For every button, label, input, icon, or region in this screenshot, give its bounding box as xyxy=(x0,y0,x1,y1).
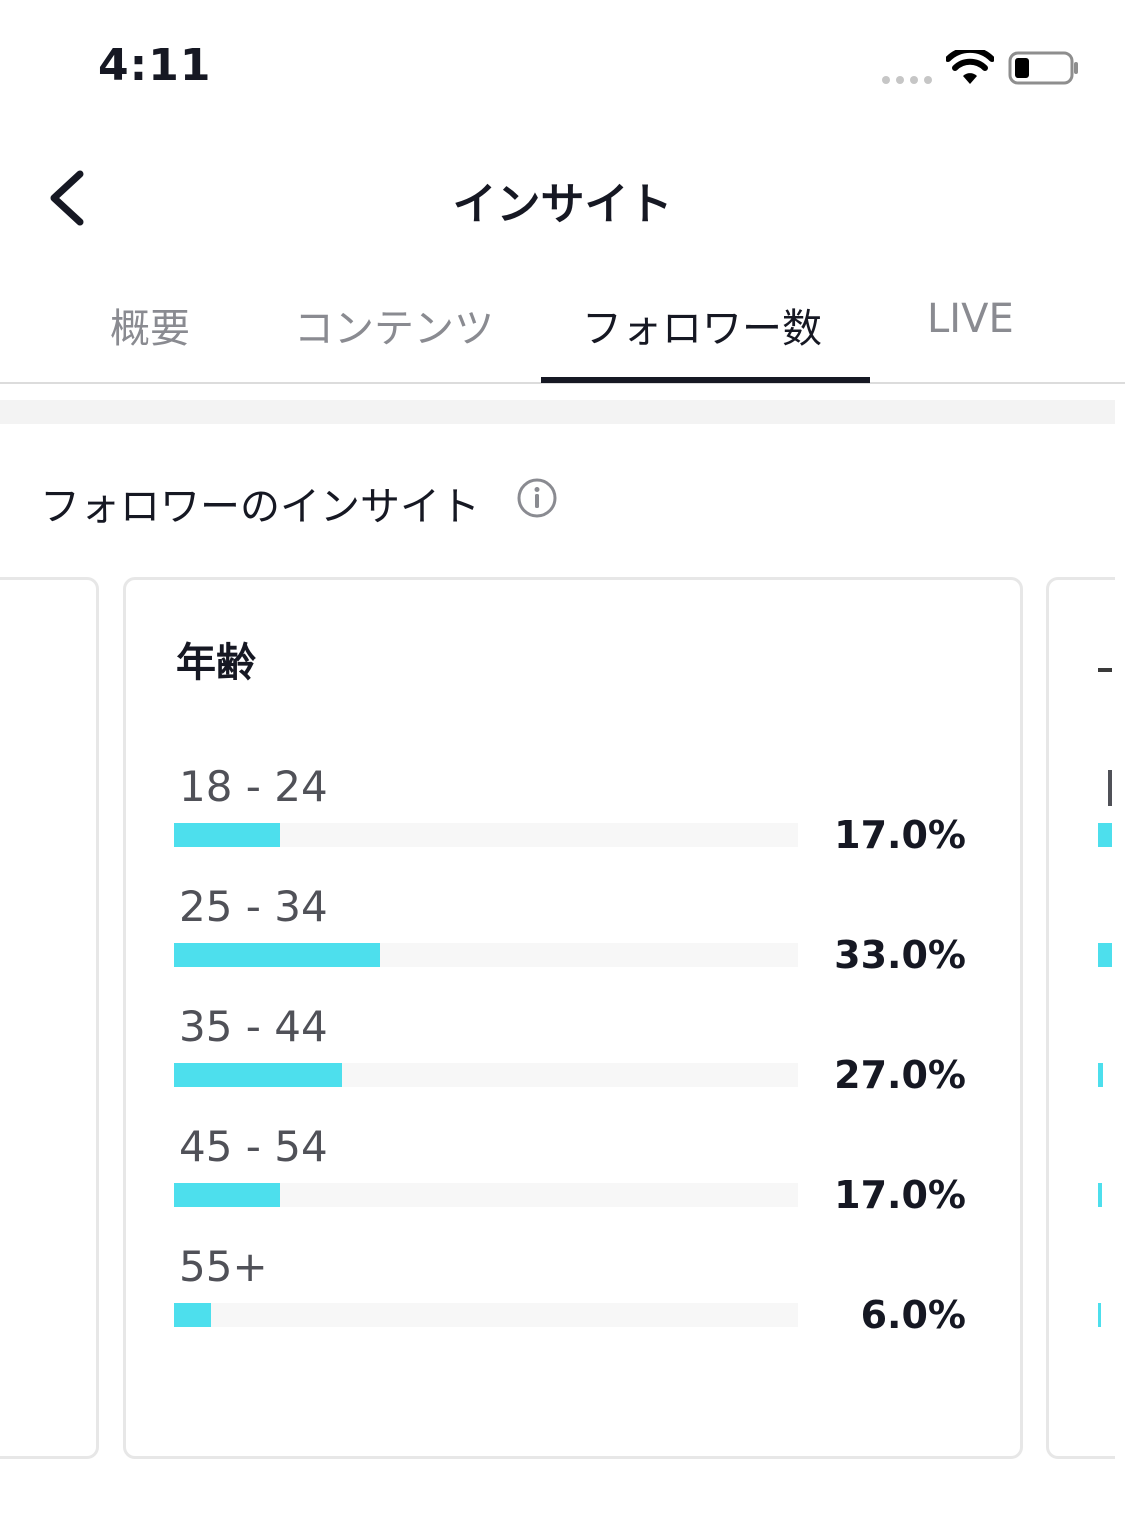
next-card-bar-fill xyxy=(1098,1303,1101,1327)
next-card-label-fragment xyxy=(1108,770,1112,806)
age-percent: 6.0% xyxy=(860,1293,966,1337)
age-bar-track xyxy=(174,1183,798,1207)
age-bar-fill xyxy=(174,823,281,847)
age-bar-track xyxy=(174,1063,798,1087)
next-card-bar-fill xyxy=(1098,1063,1103,1087)
section-title: フォロワーのインサイト xyxy=(40,484,480,530)
battery-icon xyxy=(1008,51,1078,85)
viewport-edge xyxy=(1115,560,1125,1480)
age-bar-track xyxy=(174,943,798,967)
next-card-bar-fill xyxy=(1098,823,1112,847)
cellular-signal-icon xyxy=(882,76,932,84)
age-range-label: 55+ xyxy=(179,1242,268,1291)
active-tab-indicator xyxy=(541,377,870,383)
next-card-title-fragment xyxy=(1098,668,1112,672)
tab-overview[interactable]: 概要 xyxy=(110,306,190,352)
age-range-label: 35 - 44 xyxy=(179,1002,328,1051)
next-card-bar-fill xyxy=(1098,1183,1102,1207)
carousel-card-next[interactable] xyxy=(1046,577,1125,1459)
age-bar-fill xyxy=(174,943,380,967)
tab-followers[interactable]: フォロワー数 xyxy=(582,306,822,352)
age-percent: 27.0% xyxy=(834,1053,966,1097)
tab-content[interactable]: コンテンツ xyxy=(294,306,494,352)
carousel-card-previous[interactable] xyxy=(0,577,99,1459)
info-icon[interactable] xyxy=(516,477,558,519)
age-bar-fill xyxy=(174,1183,281,1207)
age-range-label: 45 - 54 xyxy=(179,1122,328,1171)
tab-live[interactable]: LIVE xyxy=(927,296,1014,342)
age-range-label: 25 - 34 xyxy=(179,882,328,931)
age-bar-track xyxy=(174,823,798,847)
age-card-title: 年齢 xyxy=(176,640,256,686)
age-percent: 33.0% xyxy=(834,933,966,977)
status-time: 4:11 xyxy=(98,40,212,91)
age-bar-fill xyxy=(174,1063,343,1087)
age-bar-fill xyxy=(174,1303,212,1327)
section-separator xyxy=(0,400,1115,424)
page-title: インサイト xyxy=(452,179,673,230)
tabs-divider xyxy=(0,382,1125,384)
age-percent: 17.0% xyxy=(834,1173,966,1217)
age-bar-track xyxy=(174,1303,798,1327)
next-card-bar-fill xyxy=(1098,943,1112,967)
age-range-label: 18 - 24 xyxy=(179,762,328,811)
back-arrow-icon[interactable] xyxy=(44,170,94,226)
wifi-icon xyxy=(946,50,994,84)
age-percent: 17.0% xyxy=(834,813,966,857)
